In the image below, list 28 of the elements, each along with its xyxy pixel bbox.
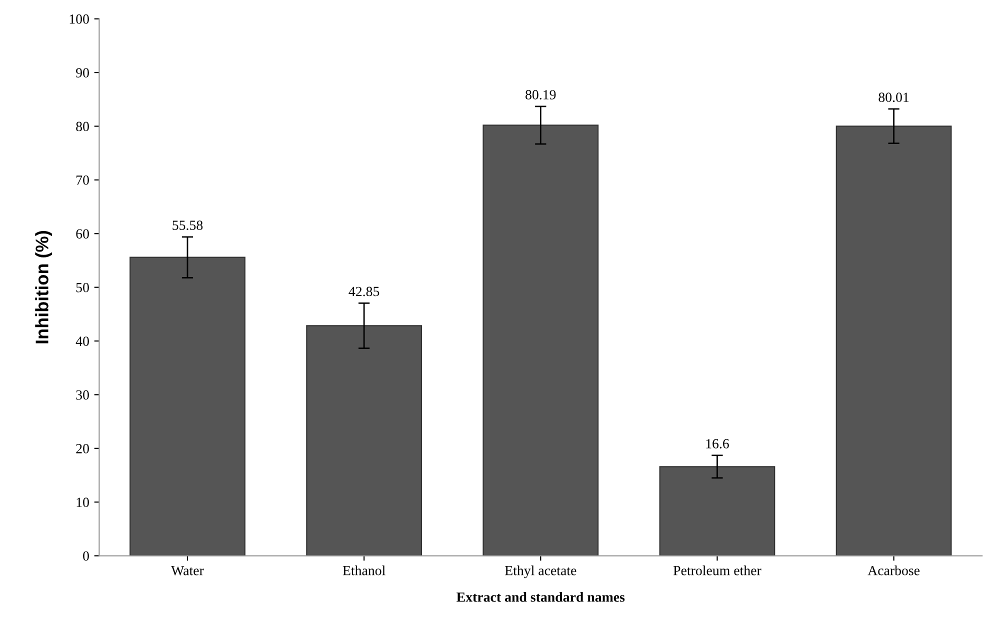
- bar: [659, 466, 776, 556]
- bar: [482, 124, 599, 556]
- y-tick-label: 70: [76, 176, 89, 185]
- y-tick-label: 30: [76, 390, 89, 400]
- bar: [836, 126, 952, 556]
- x-tick-label: Acarbose: [868, 566, 920, 576]
- y-tick-label: 40: [76, 336, 89, 346]
- data-label: 55.58: [172, 220, 203, 230]
- data-label: 80.01: [878, 92, 909, 102]
- x-axis-title: Extract and standard names: [456, 592, 625, 602]
- x-tick-label: Ethyl acetate: [504, 566, 576, 578]
- bar: [130, 256, 246, 556]
- y-tick-label: 80: [76, 122, 89, 132]
- x-tick-label: Petroleum ether: [673, 566, 762, 576]
- y-tick-label: 50: [76, 282, 89, 292]
- y-tick-label: 60: [76, 229, 89, 239]
- y-tick-label: 20: [76, 444, 89, 454]
- y-tick-label: 90: [76, 68, 89, 78]
- y-tick-label: 0: [83, 551, 89, 561]
- y-tick-label: 100: [70, 14, 89, 24]
- data-label: 42.85: [348, 286, 380, 296]
- data-label: 80.19: [526, 90, 556, 100]
- y-tick-label: 10: [76, 498, 89, 508]
- y-axis-title: Inhibition (%): [35, 231, 52, 344]
- x-tick-label: Water: [171, 566, 204, 576]
- bar: [306, 325, 422, 556]
- data-label: 16.6: [706, 439, 729, 448]
- x-tick-label: Ethanol: [342, 566, 386, 576]
